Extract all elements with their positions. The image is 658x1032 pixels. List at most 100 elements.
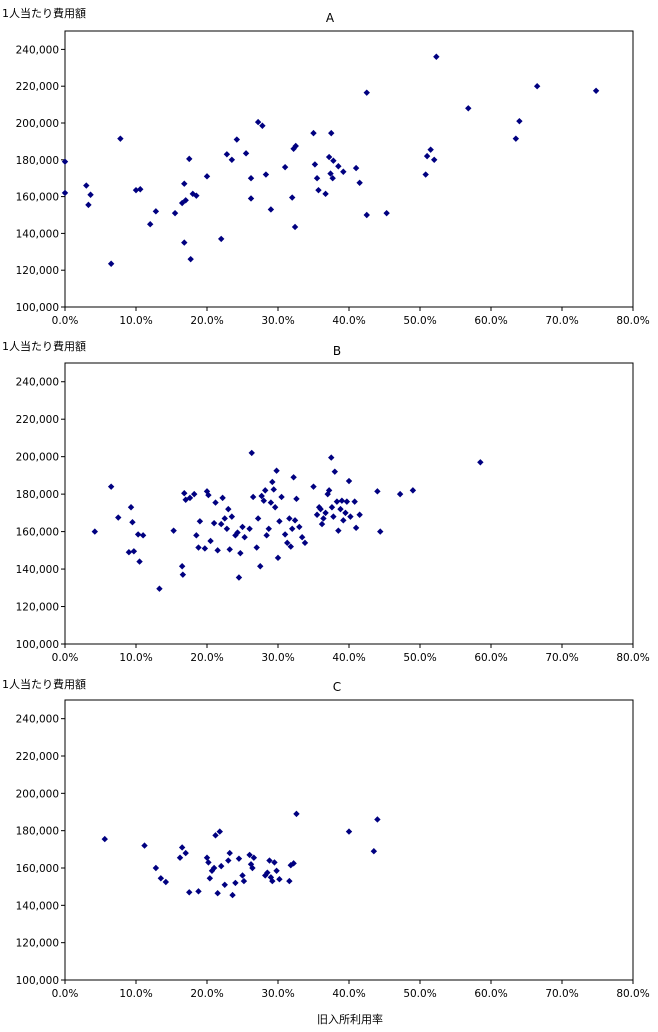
chart-b-x-tick-label: 60.0% [474, 652, 507, 664]
chart-a-data-point [247, 195, 255, 202]
chart-a-data-point [363, 211, 370, 219]
chart-b-data-point [325, 487, 333, 494]
chart-a-data-point [182, 197, 189, 204]
chart-b-data-point [377, 528, 384, 535]
chart-a-data-point [187, 255, 194, 263]
chart-b-data-point [287, 543, 294, 550]
chart-a-x-tick-label: 80.0% [616, 315, 649, 327]
chart-c-data-point [141, 842, 148, 849]
chart-b-data-point [343, 498, 351, 505]
chart-c-data-point [221, 881, 228, 888]
chart-b-data-point [191, 490, 198, 498]
chart-c-data-point [287, 862, 294, 869]
chart-b-x-ticks: 0.0% 10.0% 20.0% 30.0% 40.0% 50.0% 60.0% 70.0% 8… [52, 644, 650, 664]
chart-b-data-point [298, 534, 306, 541]
chart-a-data-point [254, 118, 262, 126]
chart-b-y-tick-label: 120,000 [16, 602, 59, 614]
chart-c-data-point [162, 878, 170, 886]
chart-b-data-point [91, 528, 99, 535]
chart-b-data-point [258, 492, 265, 500]
chart-b-data-point [241, 534, 248, 541]
chart-b-data-point [265, 525, 272, 532]
chart-c-data-point [374, 816, 381, 823]
chart-a-data-point [465, 105, 472, 112]
chart-b-title: B [333, 344, 341, 358]
chart-b-x-tick-label: 30.0% [261, 652, 294, 664]
chart-c-y-ticks: 100,000 120,000 140,000 160,000 180,000 200,0… [16, 714, 65, 987]
chart-a-data-point [356, 179, 363, 186]
chart-b-data-point [396, 490, 404, 498]
chart-b-data-point [228, 513, 236, 520]
chart-b-y-tick-label: 220,000 [16, 414, 59, 426]
chart-b-data-point [170, 527, 177, 534]
chart-a-data-point [363, 89, 370, 96]
chart-a-data-point [218, 235, 225, 243]
chart-a-data-point [132, 186, 140, 194]
chart-a-data-point [330, 157, 337, 164]
chart-b-data-point [212, 499, 219, 506]
chart-b-x-tick-label: 40.0% [332, 652, 365, 664]
chart-b-data-point [333, 498, 341, 505]
chart-b-data-point [225, 505, 232, 513]
chart-a-data-point [291, 223, 299, 231]
chart-b-data-point [234, 529, 241, 536]
chart-a-data-point [315, 186, 322, 194]
chart-c-y-tick-label: 200,000 [16, 788, 59, 800]
chart-b-points [91, 449, 484, 592]
chart-b-data-point [203, 488, 211, 495]
chart-a-data-point [242, 150, 250, 157]
chart-b-data-point [196, 518, 204, 525]
chart-a-data-point [171, 209, 179, 217]
chart-a-data-point [281, 163, 289, 171]
chart-a-data-point [85, 201, 92, 209]
chart-a-data-point [83, 182, 90, 189]
chart-b-data-point [477, 459, 484, 466]
chart-b-data-point [248, 449, 255, 457]
chart-c-data-point [206, 875, 214, 882]
chart-a-data-point [289, 194, 296, 201]
chart-c-data-point [273, 867, 280, 874]
chart-b-data-point [107, 483, 115, 490]
chart-b-data-point [284, 539, 291, 547]
chart-a-data-point [340, 168, 347, 175]
chart-c-x-tick-label: 70.0% [545, 988, 578, 1000]
chart-b-data-point [409, 487, 417, 494]
chart-b-data-point [322, 509, 329, 517]
chart-a-data-point [193, 192, 200, 199]
chart-b-data-point [239, 523, 246, 531]
chart-b-data-point [221, 515, 228, 522]
chart-c-data-point [266, 857, 273, 864]
chart-a-y-tick-label: 220,000 [16, 81, 59, 93]
chart-a-data-point [329, 175, 336, 182]
chart-b-data-point [328, 454, 335, 461]
chart-a-data-point [117, 135, 124, 142]
chart-b-data-point [318, 520, 326, 528]
chart-a-data-point [512, 135, 520, 142]
chart-b-x-tick-label: 20.0% [190, 652, 223, 664]
chart-c-x-tick-label: 60.0% [474, 988, 507, 1000]
chart-c-ylabel: 1人当たり費用額 [2, 677, 86, 691]
chart-a-data-point [325, 153, 333, 161]
chart-c-data-point [286, 877, 293, 885]
chart-b-data-point [337, 505, 344, 513]
chart-b-data-point [290, 474, 297, 481]
chart-c-data-point [225, 857, 232, 864]
chart-b-data-point [226, 546, 233, 553]
chart-c-data-point [235, 855, 243, 862]
chart-b-data-point [201, 545, 209, 552]
chart-b-data-point [235, 574, 243, 581]
chart-c-x-tick-label: 40.0% [332, 988, 365, 1000]
chart-a-y-tick-label: 160,000 [16, 192, 59, 204]
chart-b-data-point [262, 487, 269, 494]
chart-b-x-tick-label: 80.0% [616, 652, 649, 664]
chart-b-data-point [291, 517, 299, 524]
chart-b-data-point [330, 513, 337, 520]
chart-a-data-point [352, 164, 360, 172]
chart-a-x-tick-label: 60.0% [474, 315, 507, 327]
chart-b-data-point [328, 504, 336, 511]
chart-b-data-point [345, 477, 353, 485]
chart-b-data-point [347, 513, 354, 520]
chart-c-x-tick-label: 10.0% [119, 988, 152, 1000]
chart-c-data-point [210, 864, 218, 872]
